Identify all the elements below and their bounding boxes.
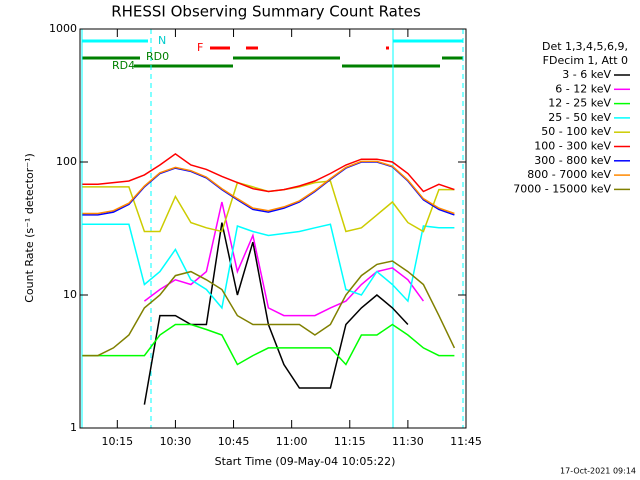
legend-label: 300 - 800 keV [534, 154, 611, 167]
legend-label: 12 - 25 keV [548, 97, 611, 110]
x-axis-label: Start Time (09-May-04 10:05:22) [215, 455, 396, 468]
series-line [82, 152, 455, 193]
status-bars [81, 29, 464, 428]
legend-label: 3 - 6 keV [562, 68, 611, 81]
plot-frame [79, 28, 467, 429]
annotation: RD4 [112, 59, 135, 72]
y-tick-label: 100 [56, 155, 77, 168]
y-tick-label: 10 [63, 288, 77, 301]
y-tick-label: 1 [70, 421, 77, 434]
series-line [143, 222, 409, 405]
x-tick-label: 10:30 [160, 435, 192, 448]
chart-title: RHESSI Observing Summary Count Rates [111, 3, 421, 21]
series-line [82, 260, 456, 357]
y-tick-label: 1000 [49, 22, 77, 35]
x-tick-label: 11:30 [392, 435, 424, 448]
legend-label: 800 - 7000 keV [527, 168, 611, 181]
legend-header: FDecim 1, Att 0 [543, 54, 628, 67]
series-line [82, 160, 455, 215]
legend-label: 100 - 300 keV [534, 140, 611, 153]
legend-label: 50 - 100 keV [541, 125, 611, 138]
annotation: N [158, 34, 166, 47]
series-line [82, 223, 455, 310]
legend-header: Det 1,3,4,5,6,9, [542, 40, 628, 53]
x-tick-label: 10:15 [101, 435, 133, 448]
legend-label: 7000 - 15000 keV [513, 182, 611, 195]
timestamp: 17-Oct-2021 09:14 [560, 467, 636, 476]
x-tick-label: 11:00 [276, 435, 308, 448]
series-line [82, 323, 455, 366]
y-axis-label: Count Rate (s⁻¹ detector⁻¹) [23, 153, 36, 303]
x-tick-label: 10:45 [218, 435, 250, 448]
x-tick-label: 11:45 [450, 435, 482, 448]
x-tick-label: 11:15 [334, 435, 366, 448]
annotation: RD0 [146, 50, 169, 63]
legend-label: 6 - 12 keV [555, 82, 611, 95]
legend-label: 25 - 50 keV [548, 111, 611, 124]
annotation: F [197, 41, 203, 54]
